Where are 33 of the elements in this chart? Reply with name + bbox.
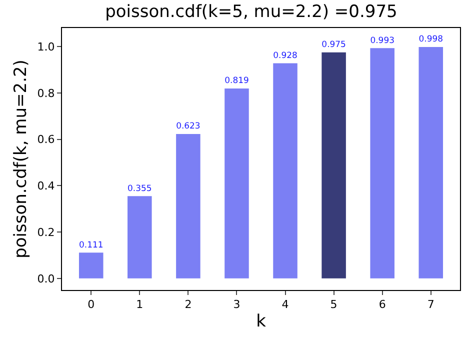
- y-tick-label: 0.2: [37, 226, 55, 239]
- x-tick-label: 7: [427, 298, 434, 312]
- y-tick-label: 0.0: [37, 272, 55, 286]
- data-label: 0.998: [418, 34, 443, 44]
- x-axis-title: k: [256, 312, 266, 332]
- y-tick-label: 0.4: [37, 180, 55, 193]
- data-label: 0.975: [322, 39, 346, 50]
- data-label: 0.623: [176, 120, 200, 131]
- y-axis-title: poisson.cdf(k, mu=2.2): [10, 60, 31, 258]
- data-label: 0.993: [370, 34, 394, 45]
- data-label: 0.355: [128, 182, 152, 193]
- y-tick-label: 1.0: [37, 40, 55, 54]
- x-tick-label: 2: [184, 298, 192, 312]
- bar: [273, 63, 298, 278]
- y-tick-label: 0.6: [37, 133, 55, 146]
- y-tick-label: 0.8: [37, 86, 55, 100]
- x-tick-label: 4: [282, 298, 289, 312]
- bar: [128, 196, 152, 278]
- x-tick-label: 3: [233, 298, 240, 312]
- bar: [418, 47, 444, 278]
- bar: [176, 134, 200, 278]
- chart-title: poisson.cdf(k=5, mu=2.2) =0.975: [105, 2, 398, 22]
- data-label: 0.111: [79, 239, 104, 250]
- bar: [78, 252, 104, 278]
- bar: [370, 48, 394, 278]
- x-tick-label: 1: [136, 298, 144, 312]
- x-tick-label: 0: [88, 298, 95, 312]
- data-label: 0.928: [273, 50, 298, 60]
- x-tick-label: 5: [330, 298, 338, 312]
- bar: [322, 52, 346, 278]
- bar: [224, 88, 249, 278]
- data-label: 0.819: [224, 75, 249, 86]
- x-tick-label: 6: [378, 298, 386, 312]
